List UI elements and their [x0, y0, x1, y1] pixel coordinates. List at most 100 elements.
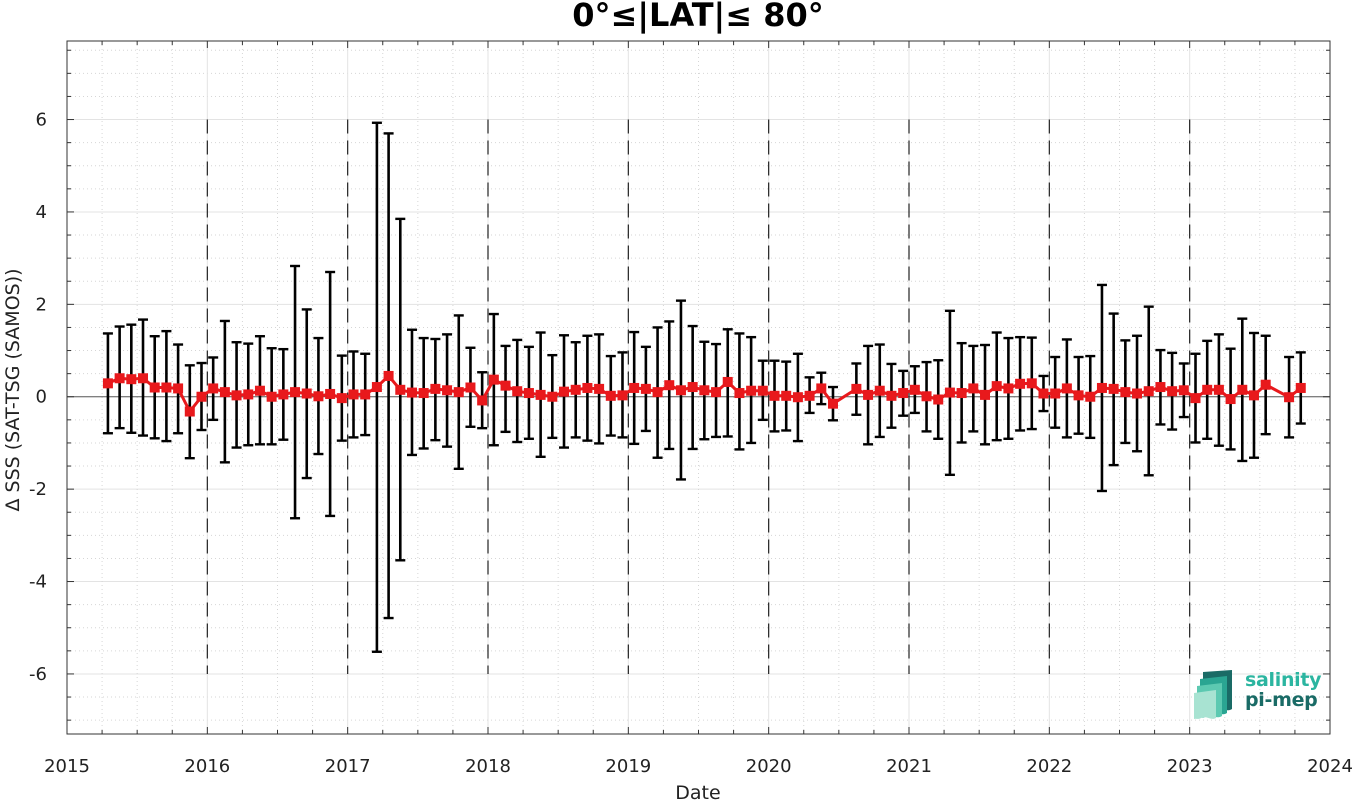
data-point — [1143, 386, 1154, 397]
data-point — [734, 388, 745, 399]
data-point — [477, 395, 488, 406]
y-tick-label: 0 — [36, 387, 47, 408]
data-point — [266, 391, 277, 402]
data-point — [1085, 391, 1096, 402]
logo-line1: salinity — [1245, 669, 1322, 691]
data-point — [1213, 384, 1224, 395]
data-point — [371, 382, 382, 393]
data-point — [711, 387, 722, 398]
data-point — [138, 373, 149, 384]
x-tick-label: 2016 — [184, 756, 230, 777]
data-point — [465, 382, 476, 393]
data-point — [816, 383, 827, 394]
data-point — [1248, 390, 1259, 401]
data-point — [921, 391, 932, 402]
data-point — [640, 383, 651, 394]
year-dashed-lines — [206, 119, 1191, 674]
logo-waves-icon — [1194, 670, 1232, 719]
data-point — [1202, 384, 1213, 395]
data-point — [1295, 382, 1306, 393]
data-point — [325, 388, 336, 399]
data-point — [629, 382, 640, 393]
data-point — [219, 387, 230, 398]
data-point — [699, 385, 710, 396]
data-point — [675, 385, 686, 396]
data-point — [348, 389, 359, 400]
data-point — [594, 383, 605, 394]
data-point — [617, 390, 628, 401]
data-point — [395, 384, 406, 395]
data-point — [1237, 384, 1248, 395]
x-tick-label: 2024 — [1307, 756, 1353, 777]
data-point — [909, 384, 920, 395]
data-markers — [102, 370, 1306, 417]
data-point — [1260, 379, 1271, 390]
x-tick-label: 2022 — [1026, 756, 1072, 777]
data-point — [991, 381, 1002, 392]
data-point — [243, 389, 254, 400]
data-point — [1155, 382, 1166, 393]
data-point — [418, 388, 429, 399]
data-point — [687, 382, 698, 393]
y-tick-label: -4 — [29, 572, 47, 593]
data-point — [898, 388, 909, 399]
data-point — [1050, 388, 1061, 399]
data-point — [722, 376, 733, 387]
data-point — [126, 374, 137, 385]
data-point — [184, 406, 195, 417]
data-point — [196, 391, 207, 402]
plot-axes — [66, 40, 1331, 735]
data-point — [956, 388, 967, 399]
x-tick-label: 2021 — [886, 756, 932, 777]
data-point — [851, 383, 862, 394]
data-point — [781, 390, 792, 401]
data-point — [1061, 383, 1072, 394]
data-point — [500, 380, 511, 391]
data-point — [278, 389, 289, 400]
data-point — [1225, 394, 1236, 405]
data-point — [512, 386, 523, 397]
data-point — [161, 382, 172, 393]
data-point — [453, 387, 464, 398]
x-tick-label: 2019 — [605, 756, 651, 777]
data-point — [1003, 383, 1014, 394]
data-point — [1167, 386, 1178, 397]
y-axis-label: Δ SSS (SAT-TSG (SAMOS)) — [2, 268, 24, 511]
y-tick-label: -2 — [29, 479, 47, 500]
data-point — [757, 385, 768, 396]
data-point — [231, 390, 242, 401]
chart-title: 0°≤|LAT|≤ 80° — [572, 0, 823, 35]
logo-line2: pi-mep — [1245, 689, 1318, 711]
data-point — [290, 387, 301, 398]
data-point — [1284, 392, 1295, 403]
data-point — [746, 385, 757, 396]
x-tick-label: 2023 — [1167, 756, 1213, 777]
tick-labels: 6 4 2 0 -2 -4 -6 2015 2016 2017 2018 2019 2020 2021 20… — [29, 110, 1353, 777]
data-point — [254, 385, 265, 396]
data-point — [968, 383, 979, 394]
x-tick-label: 2017 — [325, 756, 371, 777]
data-point — [1178, 385, 1189, 396]
y-tick-label: 2 — [36, 294, 47, 315]
data-point — [1190, 393, 1201, 404]
data-point — [827, 398, 838, 409]
data-point — [792, 392, 803, 403]
data-point — [605, 390, 616, 401]
data-point — [944, 387, 955, 398]
data-point — [1096, 382, 1107, 393]
data-point — [336, 393, 347, 404]
x-tick-label: 2015 — [44, 756, 90, 777]
data-point — [208, 383, 219, 394]
data-point — [1038, 388, 1049, 399]
data-point — [1120, 387, 1131, 398]
data-point — [1015, 378, 1026, 389]
y-tick-label: 4 — [36, 202, 47, 223]
data-point — [535, 389, 546, 400]
data-point — [769, 390, 780, 401]
data-point — [173, 383, 184, 394]
data-point — [149, 382, 160, 393]
salinity-pi-mep-logo: salinity pi-mep — [1194, 668, 1334, 720]
data-point — [360, 389, 371, 400]
data-point — [102, 378, 113, 389]
